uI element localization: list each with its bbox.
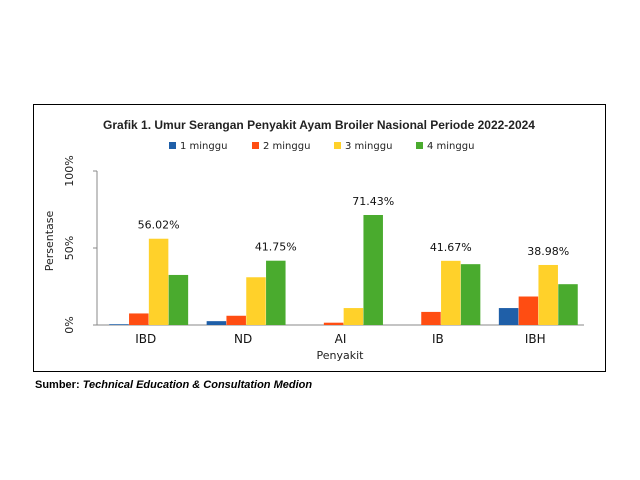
legend-label: 3 minggu — [345, 141, 392, 152]
y-tick-label: 0% — [63, 316, 76, 333]
chart-legend: 1 minggu 2 minggu 3 minggu 4 minggu — [169, 141, 474, 152]
source-text: Technical Education & Consultation Medio… — [82, 379, 313, 391]
legend-swatch-4-minggu — [416, 142, 423, 149]
chart-frame: Grafik 1. Umur Serangan Penyakit Ayam Br… — [33, 104, 606, 372]
data-label: 56.02% — [138, 219, 180, 232]
data-label: 41.67% — [430, 241, 472, 254]
bar-IBH-3-minggu — [538, 264, 558, 325]
y-axis-title: Persentase — [43, 210, 56, 271]
chart-title: Grafik 1. Umur Serangan Penyakit Ayam Br… — [103, 118, 535, 132]
bar-ND-3-minggu — [246, 277, 266, 325]
bar-ND-2-minggu — [226, 315, 246, 325]
bar-ND-1-minggu — [206, 321, 227, 325]
legend-label: 4 minggu — [427, 141, 474, 152]
x-tick-label: AI — [335, 332, 347, 346]
x-tick-label: ND — [234, 332, 252, 346]
data-label: 38.98% — [527, 245, 569, 258]
x-axis-title: Penyakit — [317, 349, 365, 362]
bar-AI-2-minggu — [323, 322, 344, 325]
bar-chart: Grafik 1. Umur Serangan Penyakit Ayam Br… — [43, 118, 584, 362]
x-tick-label: IBD — [135, 332, 156, 346]
source-label: Sumber: — [35, 379, 80, 391]
bar-IBD-3-minggu — [148, 238, 169, 325]
bar-IBD-1-minggu — [109, 324, 129, 325]
legend-swatch-3-minggu — [334, 142, 341, 149]
x-tick-label: IB — [432, 332, 444, 346]
x-tick-label: IBH — [525, 332, 546, 346]
bar-IBH-1-minggu — [498, 308, 519, 325]
bar-IBH-2-minggu — [518, 296, 539, 325]
bar-IBH-4-minggu — [558, 284, 578, 325]
bar-ND-4-minggu — [266, 260, 286, 325]
bar-IBD-4-minggu — [168, 274, 189, 325]
legend-swatch-1-minggu — [169, 142, 176, 149]
bar-IB-3-minggu — [441, 260, 461, 325]
legend-label: 2 minggu — [263, 141, 310, 152]
chart-data-labels: 56.02% 41.75% 71.43% 41.67% 38.98% — [138, 195, 570, 258]
legend-label: 1 minggu — [180, 141, 227, 152]
bar-AI-3-minggu — [343, 308, 364, 325]
source-note: Sumber: Technical Education & Consultati… — [35, 379, 312, 391]
bar-IBD-2-minggu — [129, 313, 149, 325]
chart-bars — [109, 214, 578, 325]
legend-swatch-2-minggu — [252, 142, 259, 149]
bar-IB-4-minggu — [460, 264, 481, 325]
data-label: 71.43% — [352, 195, 394, 208]
bar-AI-4-minggu — [363, 214, 383, 325]
y-tick-label: 50% — [63, 236, 76, 260]
y-tick-label: 100% — [63, 155, 76, 186]
bar-IB-2-minggu — [421, 311, 441, 325]
data-label: 41.75% — [255, 241, 297, 254]
